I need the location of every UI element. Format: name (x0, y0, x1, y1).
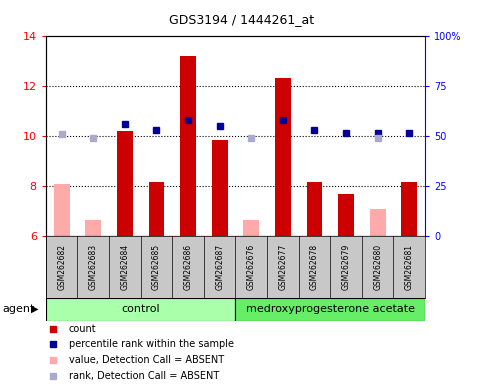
Text: count: count (69, 324, 96, 334)
Text: GSM262678: GSM262678 (310, 244, 319, 290)
Bar (46, 298, 236, 321)
Text: GSM262680: GSM262680 (373, 244, 382, 290)
Text: percentile rank within the sample: percentile rank within the sample (69, 339, 234, 349)
Text: control: control (121, 304, 160, 314)
Bar (236, 298, 425, 321)
Bar (54, 184, 70, 236)
Text: GSM262677: GSM262677 (278, 244, 287, 290)
Bar (307, 182, 322, 236)
Bar (149, 182, 164, 236)
Text: GSM262676: GSM262676 (247, 244, 256, 290)
Text: GSM262679: GSM262679 (341, 244, 351, 290)
Text: GSM262687: GSM262687 (215, 244, 224, 290)
Text: GSM262684: GSM262684 (120, 244, 129, 290)
Bar (117, 131, 133, 236)
Bar (370, 209, 385, 236)
Text: GSM262686: GSM262686 (184, 244, 193, 290)
Bar (85, 220, 101, 236)
Bar (212, 140, 227, 236)
Bar (180, 56, 196, 236)
Text: GSM262682: GSM262682 (57, 244, 66, 290)
Text: ▶: ▶ (31, 304, 39, 314)
Bar (275, 78, 291, 236)
Text: rank, Detection Call = ABSENT: rank, Detection Call = ABSENT (69, 371, 219, 381)
Text: GSM262683: GSM262683 (89, 244, 98, 290)
Text: GDS3194 / 1444261_at: GDS3194 / 1444261_at (169, 13, 314, 26)
Text: GSM262685: GSM262685 (152, 244, 161, 290)
Text: value, Detection Call = ABSENT: value, Detection Call = ABSENT (69, 355, 224, 365)
Text: medroxyprogesterone acetate: medroxyprogesterone acetate (246, 304, 415, 314)
Bar (243, 220, 259, 236)
Bar (338, 194, 354, 236)
Bar (401, 182, 417, 236)
Text: agent: agent (2, 304, 35, 314)
Text: GSM262681: GSM262681 (405, 244, 414, 290)
